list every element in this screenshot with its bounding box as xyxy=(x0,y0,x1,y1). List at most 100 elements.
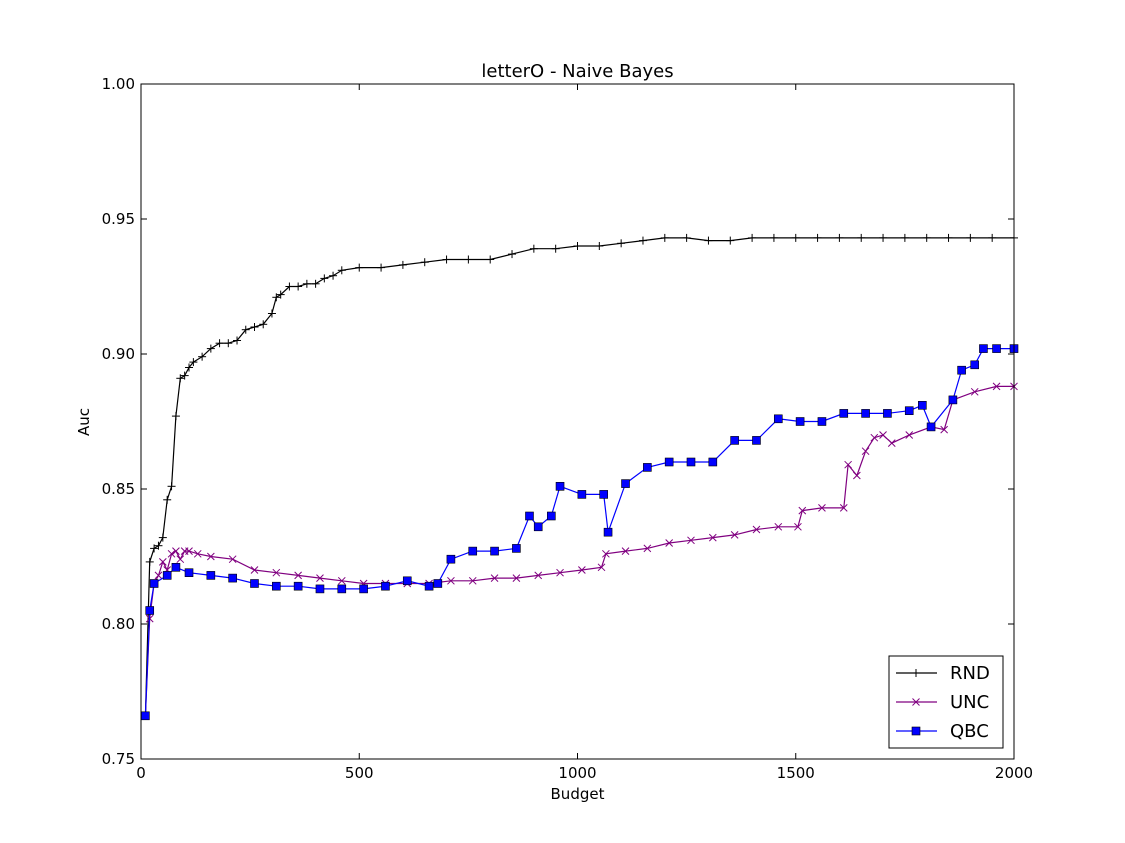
series-rnd-point xyxy=(180,371,189,380)
series-qbc-point xyxy=(577,490,587,499)
series-qbc-point xyxy=(359,584,368,594)
series-qbc-point xyxy=(686,457,696,467)
x-tick-label: 1000 xyxy=(558,764,596,782)
series-qbc-point xyxy=(599,490,608,499)
series-qbc xyxy=(141,344,1019,721)
series-rnd-point xyxy=(529,244,538,253)
series-qbc-point xyxy=(424,581,434,591)
y-tick-label: 0.90 xyxy=(102,345,135,363)
series-unc-point xyxy=(774,522,783,531)
series-qbc-point xyxy=(402,576,412,586)
series-unc-point xyxy=(468,576,477,585)
series-unc-point xyxy=(512,574,521,582)
series-qbc-point xyxy=(547,511,556,521)
series-qbc-point xyxy=(433,579,443,588)
series-rnd-point xyxy=(486,255,495,264)
series-rnd-point xyxy=(355,263,364,272)
series-unc-point xyxy=(887,439,896,447)
series-rnd-point xyxy=(988,233,997,242)
series-rnd-point xyxy=(154,541,163,550)
series-unc-point xyxy=(940,425,949,434)
series-rnd-point xyxy=(167,482,176,491)
y-tick-label: 0.75 xyxy=(102,750,135,768)
series-rnd-point xyxy=(267,309,276,318)
series-qbc-point xyxy=(773,414,783,424)
series-unc-point xyxy=(665,539,674,547)
series-unc-point xyxy=(597,563,606,572)
series-qbc-point xyxy=(926,422,936,432)
series-qbc-point xyxy=(446,554,456,564)
series-qbc-point xyxy=(381,581,390,591)
series-qbc-point xyxy=(957,365,966,375)
series-unc-point xyxy=(970,387,979,396)
series-unc-point xyxy=(167,549,176,558)
series-qbc-point xyxy=(603,527,613,537)
series-rnd-point xyxy=(813,233,822,242)
series-qbc-point xyxy=(948,395,958,405)
series-unc-point xyxy=(158,558,167,566)
y-tick-label: 0.95 xyxy=(102,210,135,228)
series-rnd-point xyxy=(259,320,268,329)
legend-marker-unc xyxy=(912,698,920,706)
series-qbc-point xyxy=(752,436,761,445)
series-unc-point xyxy=(172,547,180,555)
series-rnd-point xyxy=(224,339,233,348)
series-rnd-point xyxy=(508,250,517,259)
series-qbc-point xyxy=(795,417,805,426)
series-qbc-point xyxy=(490,546,499,556)
series-unc-point xyxy=(730,531,739,539)
series-unc-point xyxy=(578,566,586,574)
series-rnd-point xyxy=(276,290,285,299)
x-tick-label: 0 xyxy=(136,764,146,782)
series-rnd-point xyxy=(320,274,329,283)
series-rnd-point xyxy=(791,233,800,242)
series-rnd-point xyxy=(704,236,713,245)
series-rnd-point xyxy=(420,258,429,267)
series-qbc-point xyxy=(149,579,159,588)
y-tick-label: 1.00 xyxy=(102,75,135,93)
series-unc-point xyxy=(447,576,455,585)
series-qbc-point xyxy=(315,584,325,594)
series-unc-point xyxy=(272,568,281,577)
series-rnd-point xyxy=(241,325,250,334)
series-unc-point xyxy=(708,533,717,542)
series-qbc-point xyxy=(250,579,259,588)
legend-marker-rnd xyxy=(912,669,920,677)
plot-area xyxy=(141,233,1019,721)
series-qbc-point xyxy=(730,436,739,445)
series-rnd-point xyxy=(189,358,198,367)
series-unc-point xyxy=(185,547,193,555)
series-unc-point xyxy=(643,544,652,553)
series-rnd-point xyxy=(595,242,604,250)
series-qbc-point xyxy=(184,568,194,578)
series-unc-point xyxy=(839,504,848,512)
series-unc-point xyxy=(870,433,879,442)
y-axis-title: Auc xyxy=(75,408,93,436)
series-qbc-point xyxy=(337,584,347,594)
series-qbc-point xyxy=(621,479,630,488)
x-tick-label: 500 xyxy=(345,764,374,782)
series-rnd-point xyxy=(145,557,154,566)
series-rnd-point xyxy=(272,293,281,302)
series-qbc-point xyxy=(839,409,849,418)
series-rnd-point xyxy=(551,244,560,253)
series-unc-point xyxy=(206,552,215,561)
series-unc-point xyxy=(556,568,564,577)
series-qbc-point xyxy=(206,571,216,580)
series-rnd-point xyxy=(233,336,242,345)
series-rnd-point xyxy=(879,233,888,242)
series-unc-point xyxy=(534,571,543,580)
series-qbc-point xyxy=(468,546,478,556)
series-rnd-point xyxy=(835,233,844,242)
series-qbc-point xyxy=(533,522,543,532)
series-rnd-point xyxy=(464,255,473,264)
series-qbc-point xyxy=(904,406,914,416)
series-unc-point xyxy=(621,547,630,555)
series-rnd-point xyxy=(294,282,303,291)
series-unc-point xyxy=(798,506,807,515)
legend-label-qbc: QBC xyxy=(950,721,989,742)
series-rnd-point xyxy=(185,363,194,372)
series-unc-point xyxy=(490,574,499,582)
series-qbc-point xyxy=(145,606,155,615)
series-qbc-point xyxy=(228,573,237,583)
